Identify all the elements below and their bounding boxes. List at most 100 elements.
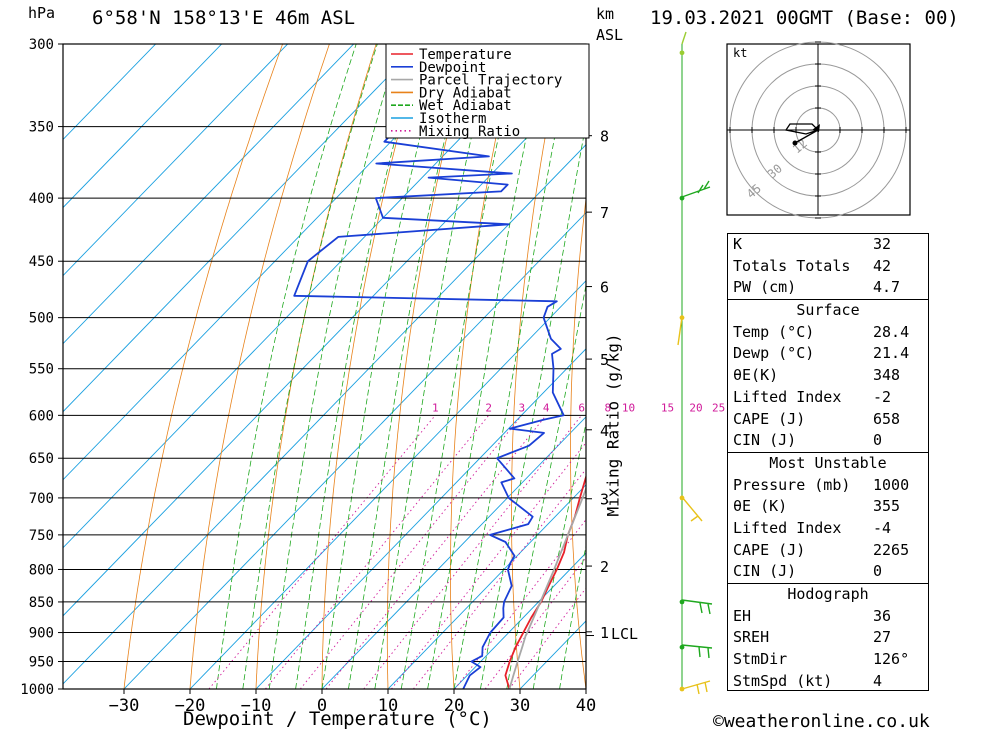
mu-li-label: Lifted Index <box>733 518 842 537</box>
legend-label: Temperature <box>419 47 512 63</box>
wind-barb <box>681 31 687 45</box>
pw-value: 4.7 <box>873 278 901 297</box>
storm-direction-value: 126° <box>873 650 910 669</box>
sreh-value: 27 <box>873 628 892 647</box>
pressure-tick-label: 400 <box>29 191 54 207</box>
surface-dewp-value: 21.4 <box>873 344 910 363</box>
dry-adiabat-line <box>570 195 586 689</box>
temperature-tick-label: 30 <box>510 696 530 716</box>
wind-barb <box>681 680 711 695</box>
plot-frame <box>62 43 587 690</box>
legend-label: Dewpoint <box>419 60 486 76</box>
eh-label: EH <box>733 606 752 625</box>
hodograph-title: Hodograph <box>787 585 869 603</box>
wet-adiabat-line <box>268 44 400 689</box>
mu-cin-label: CIN (J) <box>733 562 797 581</box>
mixing-ratio-label: 25 <box>712 401 725 414</box>
legend-label: Parcel Trajectory <box>419 73 562 89</box>
hodograph-storm-motion <box>812 124 820 132</box>
legend-label: Wet Adiabat <box>419 98 512 114</box>
indices-panel: K 32 Totals Totals 42 PW (cm) 4.7 Surface T… <box>727 233 929 691</box>
legend-label: Dry Adiabat <box>419 85 512 101</box>
pressure-unit-label: hPa <box>28 4 56 22</box>
km-tick-label: 5 <box>600 351 609 369</box>
wet-adiabat-line <box>427 44 547 689</box>
surface-li-value: -2 <box>873 387 892 406</box>
dry-adiabat-line <box>937 26 1000 689</box>
wind-barb <box>681 599 713 615</box>
wind-level-dot <box>679 50 685 56</box>
temperature-tick-label: 20 <box>444 696 464 716</box>
wet-adiabat-line <box>348 44 470 689</box>
wind-level-dot <box>679 195 685 201</box>
surface-temp-value: 28.4 <box>873 322 910 341</box>
mixing-ratio-label: 10 <box>622 401 635 414</box>
mixing-ratio-label: 4 <box>543 401 550 414</box>
datetime-title: 19.03.2021 00GMT (Base: 00) <box>650 7 959 29</box>
pressure-tick-label: 650 <box>29 451 54 467</box>
pressure-tick-label: 300 <box>29 37 54 53</box>
mu-theta-label: θE (K) <box>733 497 788 516</box>
mu-cape-value: 2265 <box>873 540 910 559</box>
mixing-ratio-line <box>363 415 582 689</box>
surface-cin-value: 0 <box>873 431 883 450</box>
pressure-tick-label: 750 <box>29 528 54 544</box>
pressure-tick-label: 800 <box>29 562 54 578</box>
wind-barb <box>677 316 683 346</box>
mixing-ratio-line <box>208 415 436 689</box>
mixing-ratio-line <box>299 415 523 689</box>
mixing-ratio-label: 8 <box>604 401 611 414</box>
isotherm-line <box>63 44 223 209</box>
mixing-ratio-label: 15 <box>661 401 674 414</box>
pressure-tick-label: 900 <box>29 626 54 642</box>
dry-adiabat-line <box>450 44 517 689</box>
pressure-tick-label: 450 <box>29 254 54 270</box>
km-tick-label: 1 <box>600 624 609 642</box>
dry-adiabat-line <box>189 44 330 689</box>
mu-pressure-value: 1000 <box>873 475 910 494</box>
mu-pressure-label: Pressure (mb) <box>733 475 851 494</box>
mixing-ratio-line <box>508 587 586 689</box>
wet-adiabat-line <box>374 44 495 689</box>
surface-title: Surface <box>796 301 860 320</box>
wind-barb <box>681 496 703 522</box>
wet-adiabat-line <box>321 44 446 689</box>
wind-level-dot <box>679 315 685 321</box>
legend-label: Mixing Ratio <box>419 124 520 140</box>
hodograph-unit-label: kt <box>733 46 747 60</box>
km-tick-label: 8 <box>600 128 609 146</box>
wet-adiabat-line <box>400 44 521 689</box>
km-tick-label: 7 <box>600 204 609 222</box>
wind-level-dot <box>679 599 685 605</box>
isotherm-line <box>321 416 586 689</box>
parcel-trajectory-line <box>508 486 586 689</box>
storm-speed-value: 4 <box>873 671 883 690</box>
isotherm-line <box>123 212 586 689</box>
pw-label: PW (cm) <box>733 278 797 297</box>
km-tick-label: 3 <box>600 491 609 509</box>
isotherm-line <box>63 44 355 345</box>
pressure-tick-label: 350 <box>29 120 54 136</box>
k-index-label: K <box>733 235 743 253</box>
wet-adiabat-line <box>559 544 586 689</box>
surface-cape-label: CAPE (J) <box>733 409 806 428</box>
mixing-ratio-label: 6 <box>578 401 585 414</box>
temperature-tick-label: −30 <box>109 696 140 716</box>
wind-level-dot <box>679 495 685 501</box>
surface-cape-value: 658 <box>873 409 901 428</box>
temperature-tick-label: −20 <box>175 696 206 716</box>
isotherm-line <box>63 44 157 141</box>
km-tick-label: 2 <box>600 558 609 576</box>
pressure-tick-label: 600 <box>29 408 54 424</box>
isotherm-line <box>189 280 586 689</box>
isotherm-line <box>63 144 586 685</box>
lcl-label: LCL <box>611 625 639 643</box>
dry-adiabat-line <box>683 26 718 689</box>
mu-theta-value: 355 <box>873 497 901 516</box>
surface-temp-label: Temp (°C) <box>733 322 815 341</box>
dry-adiabat-line <box>386 44 471 689</box>
wind-level-dot <box>679 644 685 650</box>
wet-adiabat-line <box>216 44 357 689</box>
